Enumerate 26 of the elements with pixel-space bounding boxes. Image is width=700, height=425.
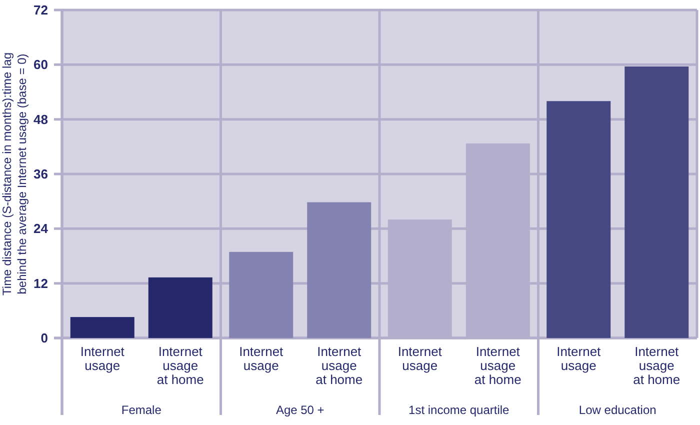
text: 1st income quartile — [408, 403, 510, 417]
x-tick-label: Internet usage at home — [633, 344, 680, 387]
x-tick-label: Internet usage — [398, 344, 442, 373]
y-tick-label: 24 — [34, 221, 49, 236]
y-tick-label: 12 — [34, 276, 48, 291]
bar — [624, 66, 689, 338]
y-axis-title: Time distance (S-distance in months):time lag behind the average Internet usage (base = 0) — [0, 52, 29, 296]
x-tick-label: Internet usage at home — [474, 344, 522, 387]
x-tick-label: Internet usage — [239, 344, 284, 373]
y-tick-label: 0 — [40, 330, 48, 346]
x-tick-label: Internet usage — [80, 344, 125, 373]
x-tick-label: Internet usage at home — [156, 344, 204, 387]
text: Female — [121, 403, 162, 417]
y-tick-label: 60 — [34, 57, 48, 72]
bar — [546, 101, 611, 338]
y-tick-label: 36 — [34, 166, 48, 182]
bar — [307, 202, 372, 338]
text: Age 50 + — [276, 403, 324, 417]
bar — [148, 277, 212, 338]
bar — [229, 252, 294, 338]
x-tick-label: Internet usage — [556, 344, 602, 373]
x-tick-label: Internet usage at home — [316, 344, 363, 387]
bar — [70, 317, 134, 338]
y-tick-label: 48 — [34, 112, 48, 127]
y-tick-label: 72 — [34, 2, 48, 18]
text: Low education — [578, 403, 656, 417]
